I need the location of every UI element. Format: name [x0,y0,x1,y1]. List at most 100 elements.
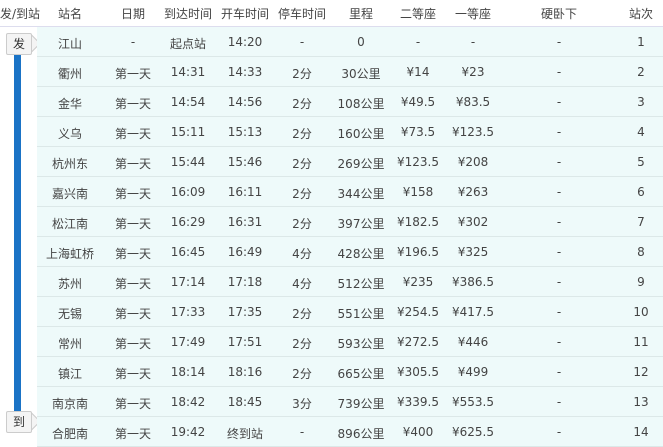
stop-duration: 2分 [292,217,312,231]
stop-duration: 2分 [292,337,312,351]
sleeper-price: - [556,65,562,79]
second-class-price: ¥254.5 [397,305,439,319]
station-index: 14 [633,425,649,439]
station-index: 11 [633,335,649,349]
station-header: 发/到站 [0,7,41,21]
sleeper-price: - [556,215,562,229]
sleeper-header: 硬卧下 [540,7,578,21]
first-class-price: ¥302 [457,215,489,229]
index-header: 站次 [628,7,654,21]
station-index: 13 [633,395,649,409]
depart-time: 14:20 [227,35,263,49]
date: 第一天 [114,397,152,411]
station-name: 衢州 [57,67,83,81]
station-index: 4 [637,125,645,139]
first-class-price: ¥417.5 [452,305,494,319]
first-class-price: ¥83.5 [455,95,491,109]
second-class-price: ¥158 [402,185,434,199]
date: 第一天 [114,97,152,111]
stop-duration: 2分 [292,127,312,141]
depart-time: 16:31 [227,215,263,229]
stop-duration: 4分 [292,277,312,291]
second-class-price: ¥182.5 [397,215,439,229]
stop-duration: 2分 [292,157,312,171]
first-class-price: ¥208 [457,155,489,169]
stop-duration: 2分 [292,307,312,321]
sleeper-price: - [556,335,562,349]
station-index: 9 [637,275,645,289]
distance: 512公里 [337,277,385,291]
table-row: 杭州东 第一天 15:44 15:46 2分 269公里 ¥123.5 ¥208 - 5 [37,147,663,177]
sleeper-price: - [556,245,562,259]
date: 第一天 [114,307,152,321]
arrive-time: 17:33 [170,305,206,319]
second-class-price: ¥305.5 [397,365,439,379]
second-class-header: 二等座 [399,7,437,21]
table-row: 松江南 第一天 16:29 16:31 2分 397公里 ¥182.5 ¥302 - 7 [37,207,663,237]
sleeper-price: - [556,425,562,439]
date: 第一天 [114,247,152,261]
arrive-tag: 到 [6,411,32,433]
arrive-time: 18:14 [170,365,206,379]
first-class-price: ¥625.5 [452,425,494,439]
sleeper-price: - [556,395,562,409]
sleeper-price: - [556,95,562,109]
distance: 428公里 [337,247,385,261]
distance: 30公里 [341,67,381,81]
arrive-time: 16:45 [170,245,206,259]
table-header: 发/到站 站名 日期 到达时间 开车时间 停车时间 里程 二等座 一等座 硬卧下 站次 [0,0,663,27]
station-name: 南京南 [51,397,89,411]
stop-duration: 2分 [292,67,312,81]
station-index: 5 [637,155,645,169]
sleeper-price: - [556,305,562,319]
date: 第一天 [114,277,152,291]
sleeper-price: - [556,35,562,49]
table-row: 南京南 第一天 18:42 18:45 3分 739公里 ¥339.5 ¥553.5 - 13 [37,387,663,417]
station-name: 无锡 [57,307,83,321]
table-row: 镇江 第一天 18:14 18:16 2分 665公里 ¥305.5 ¥499 - 12 [37,357,663,387]
arrive-time: 19:42 [170,425,206,439]
station-index: 7 [637,215,645,229]
stop-duration: - [299,425,305,439]
date: 第一天 [114,187,152,201]
sleeper-price: - [556,365,562,379]
table-row: 衢州 第一天 14:31 14:33 2分 30公里 ¥14 ¥23 - 2 [37,57,663,87]
date: 第一天 [114,67,152,81]
station-name: 金华 [57,97,83,111]
second-class-price: ¥400 [402,425,434,439]
station-index: 12 [633,365,649,379]
first-class-price: ¥263 [457,185,489,199]
station-index: 10 [633,305,649,319]
table-row: 合肥南 第一天 19:42 终到站 -896公里 ¥400 ¥625.5-14 [37,417,663,447]
arrive-time: 14:31 [170,65,206,79]
stop-duration: 4分 [292,247,312,261]
first-class-price: - [470,35,476,49]
arrive-time: 16:09 [170,185,206,199]
depart-time: 18:16 [227,365,263,379]
stop-duration: 2分 [292,367,312,381]
depart-time: 17:51 [227,335,263,349]
arrive-time: 17:14 [170,275,206,289]
arrive-time: 14:54 [170,95,206,109]
sleeper-price: - [556,155,562,169]
second-class-price: - [415,35,421,49]
date: 第一天 [114,127,152,141]
sleeper-price: - [556,185,562,199]
date: 第一天 [114,337,152,351]
sleeper-price: - [556,275,562,289]
arrive-time: 起点站 [169,37,207,51]
arrive-time: 15:44 [170,155,206,169]
date-header: 日期 [120,7,146,21]
station-name: 嘉兴南 [51,187,89,201]
date: - [130,35,136,49]
table-row: 上海虹桥 第一天 16:45 16:49 4分 428公里 ¥196.5 ¥325 - 8 [37,237,663,267]
distance: 397公里 [337,217,385,231]
stop-header: 停车时间 [277,7,327,21]
stop-duration: 2分 [292,187,312,201]
distance: 739公里 [337,397,385,411]
second-class-price: ¥196.5 [397,245,439,259]
first-class-header: 一等座 [454,7,492,21]
table-row: 常州 第一天 17:49 17:51 2分 593公里 ¥272.5 ¥446 - 11 [37,327,663,357]
arrive-header: 到达时间 [163,7,213,21]
first-class-price: ¥325 [457,245,489,259]
